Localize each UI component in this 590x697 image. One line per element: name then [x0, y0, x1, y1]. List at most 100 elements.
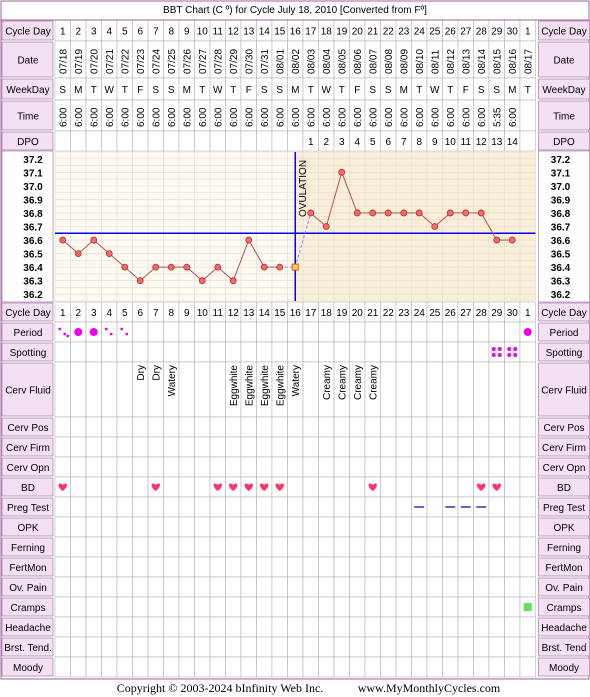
dpo-label: 13: [491, 137, 503, 148]
temperature-point: [493, 236, 501, 244]
dpo-cell: [519, 130, 536, 152]
temp-axis-left: [1, 150, 54, 303]
cramps-cell: [194, 596, 211, 618]
cycle-day-label: 21: [367, 27, 379, 38]
y-tick-label-left: 36.6: [23, 236, 43, 247]
dpo-label: 9: [432, 137, 438, 148]
temperature-segment: [186, 266, 203, 282]
cycle-day-label: 3: [91, 308, 97, 319]
time-label: 6:00: [368, 107, 379, 127]
moody-cell: [457, 656, 474, 678]
cycle-day-label: 16: [290, 308, 302, 319]
spotting-dot: [497, 353, 502, 357]
period-cell: [54, 321, 71, 343]
ov-pain-cell: [442, 576, 459, 598]
date-label: 08/13: [461, 49, 472, 74]
date-label: 07/24: [151, 49, 162, 74]
cerv-firm-cell: [163, 436, 180, 458]
opk-cell: [209, 516, 226, 538]
period-cell: [147, 321, 164, 343]
temperature-segment: [124, 266, 141, 282]
spotting-cell: [101, 341, 118, 363]
preg-test-cell: [395, 496, 412, 518]
ov-pain-cell: [271, 576, 288, 598]
preg-test-cell: [287, 496, 304, 518]
date-label: 07/18: [58, 49, 69, 74]
weekday-label: F: [354, 85, 360, 96]
bd-cell: [395, 476, 412, 498]
moody-cell: [101, 656, 118, 678]
cerv-firm-cell: [318, 436, 335, 458]
cycle-day-label: 19: [336, 308, 348, 319]
ov-pain-cell: [132, 576, 149, 598]
date-label: 08/12: [446, 49, 457, 74]
headache-cell: [349, 616, 366, 638]
temperature-point: [508, 236, 516, 244]
bd-cell: [163, 476, 180, 498]
headache-cell: [488, 616, 505, 638]
bd-heart-icon: [58, 483, 67, 491]
weekday-label: M: [183, 85, 191, 96]
opk-cell: [85, 516, 102, 538]
cerv-opn-cell: [302, 456, 319, 478]
weekday-label: T: [230, 85, 236, 96]
bd-cell: [519, 476, 536, 498]
dpo-label: 10: [445, 137, 457, 148]
cramps-cell: [488, 596, 505, 618]
weekday-label: W: [213, 85, 223, 96]
weekday-label: W: [430, 85, 440, 96]
dpo-label: 12: [476, 137, 488, 148]
ov-pain-cell: [457, 576, 474, 598]
preg-test-cell: [504, 496, 521, 518]
ov-pain-cell: [504, 576, 521, 598]
temperature-point: [260, 263, 268, 271]
bd-cell: [349, 476, 366, 498]
cycle-day-label: 7: [153, 308, 159, 319]
spotting-cell: [426, 341, 443, 363]
headache-cell: [333, 616, 350, 638]
row-label-box-left: [1, 417, 54, 437]
temperature-segment: [325, 172, 343, 227]
row-label-brst-tend-right: Brst. Tend: [542, 643, 587, 654]
row-label-box-left: [1, 342, 54, 362]
ferning-cell: [519, 536, 536, 558]
cerv-fluid-cell: [101, 361, 118, 418]
time-label: 6:00: [120, 107, 131, 127]
temperature-point: [477, 209, 485, 217]
bd-cell: [70, 476, 87, 498]
ov-pain-cell: [209, 576, 226, 598]
cycle-day-label: 10: [197, 27, 209, 38]
row-label-headache-right: Headache: [541, 623, 587, 634]
brst-tend-cell: [519, 636, 536, 658]
bd-heart-icon: [244, 483, 253, 491]
cramps-cell: [380, 596, 397, 618]
date-label: 07/20: [89, 49, 100, 74]
bd-cell: [101, 476, 118, 498]
preg-test-cell: [178, 496, 195, 518]
brst-tend-cell: [209, 636, 226, 658]
spotting-cell: [209, 341, 226, 363]
cerv-fluid-label: Creamy: [353, 365, 364, 400]
temperature-point: [415, 209, 423, 217]
spotting-cell: [178, 341, 195, 363]
preg-test-cell: [256, 496, 273, 518]
time-label: 6:00: [415, 107, 426, 127]
cycle-day-label: 14: [259, 308, 271, 319]
spotting-cell: [442, 341, 459, 363]
moody-cell: [473, 656, 490, 678]
cramps-cell: [457, 596, 474, 618]
cycle-day-label: 21: [367, 308, 379, 319]
ferning-cell: [116, 536, 133, 558]
cerv-opn-cell: [349, 456, 366, 478]
headache-cell: [302, 616, 319, 638]
period-cell: [318, 321, 335, 343]
spotting-cell: [302, 341, 319, 363]
opk-cell: [395, 516, 412, 538]
y-tick-label-right: 36.5: [551, 250, 571, 261]
row-label-cerv-firm-right: Cerv Firm: [542, 443, 586, 454]
cerv-opn-cell: [364, 456, 381, 478]
weekday-label: T: [447, 85, 453, 96]
fertmon-cell: [426, 556, 443, 578]
row-label-box-left: [1, 322, 54, 342]
row-label-cycle-day-left: Cycle Day: [5, 27, 51, 38]
